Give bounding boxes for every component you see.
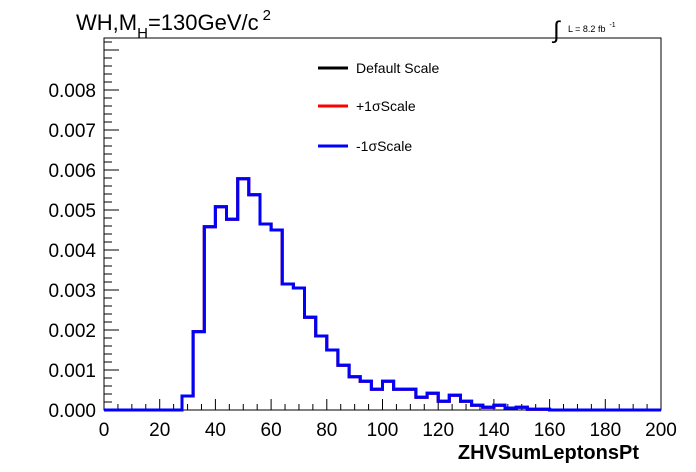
x-axis-ticks: 0 20 40 60 80 100 120 140 160 180 200	[99, 399, 677, 441]
x-tick-label: 60	[261, 420, 282, 441]
plot-frame	[103, 37, 662, 411]
series-group	[104, 177, 661, 412]
lumi-integral-sign: ∫	[551, 17, 561, 44]
y-tick-label: 0.008	[48, 81, 96, 102]
y-tick-label: 0.004	[48, 241, 96, 262]
y-axis-ticks: 0.000 0.001 0.002 0.003 0.004 0.005 0.006 0.007…	[48, 41, 119, 422]
series-line	[104, 177, 661, 412]
x-tick-label: 180	[589, 420, 621, 441]
y-tick-label: 0.005	[48, 201, 96, 222]
x-tick-label: 0	[99, 420, 110, 441]
x-tick-label: 140	[478, 420, 510, 441]
chart-title-subscript: H	[137, 25, 148, 42]
chart-title-superscript: 2	[263, 7, 271, 24]
lumi-superscript: -1	[609, 22, 615, 29]
lumi-label: L = 8.2 fb -1	[568, 22, 616, 34]
x-tick-label: 40	[205, 420, 226, 441]
x-tick-label: 20	[149, 420, 170, 441]
y-tick-label: 0.007	[48, 121, 96, 142]
x-tick-label: 200	[645, 420, 677, 441]
series-line	[104, 177, 661, 412]
chart-title: WH,MH=130GeV/c 2	[76, 7, 271, 42]
y-tick-label: 0.006	[48, 161, 96, 182]
legend-label: +1σScale	[356, 98, 416, 114]
legend: Default Scale +1σScale -1σScale	[318, 60, 439, 154]
legend-label: -1σScale	[356, 138, 412, 154]
x-tick-label: 80	[316, 420, 337, 441]
x-tick-label: 120	[422, 420, 454, 441]
y-tick-label: 0.003	[48, 281, 96, 302]
y-tick-label: 0.002	[48, 321, 96, 342]
legend-label: Default Scale	[356, 60, 439, 76]
y-tick-label: 0.001	[48, 361, 96, 382]
x-axis-label: ZHVSumLeptonsPt	[458, 442, 639, 464]
x-tick-label: 100	[367, 420, 399, 441]
y-tick-label: 0.000	[48, 401, 96, 422]
x-tick-label: 160	[534, 420, 566, 441]
series-line	[104, 177, 661, 412]
